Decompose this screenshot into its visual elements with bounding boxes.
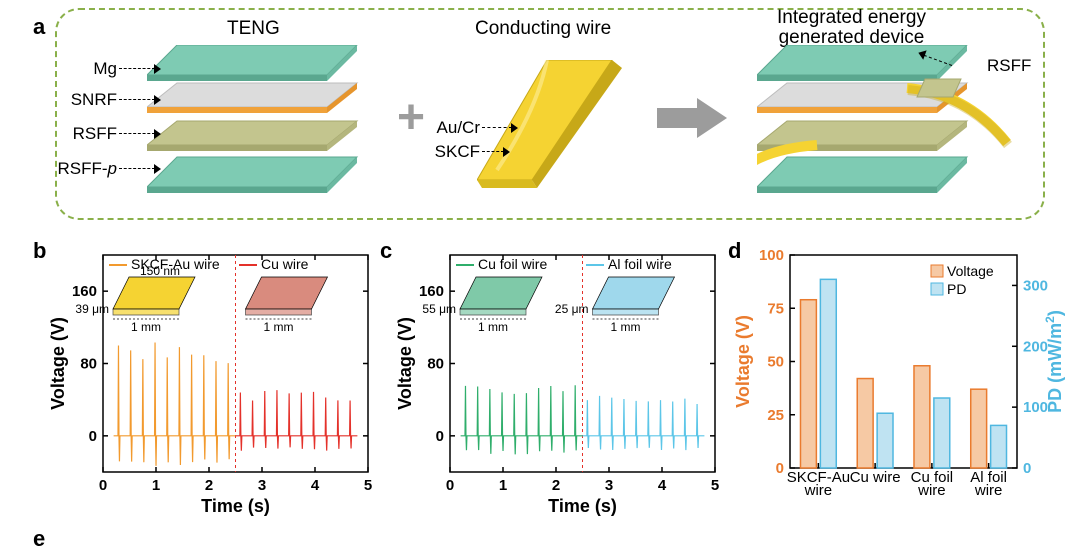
- svg-text:2: 2: [205, 477, 213, 494]
- svg-text:wire: wire: [804, 482, 833, 499]
- layer-rsffp: RSFF-p: [53, 159, 117, 179]
- chart-b: 080160012345Time (s)Voltage (V)SKCF-Au w…: [48, 245, 378, 520]
- panel-b-label: b: [33, 238, 46, 264]
- svg-text:1 mm: 1 mm: [611, 320, 641, 334]
- svg-text:PD: PD: [947, 281, 966, 297]
- svg-text:Voltage (V): Voltage (V): [735, 315, 753, 408]
- arrow-mg: [119, 68, 155, 69]
- chart-d: 02550751000100200300SKCF-AuwireCu wireCu…: [735, 245, 1075, 520]
- big-arrow-icon: [657, 98, 727, 143]
- svg-text:0: 0: [436, 428, 444, 445]
- panel-a-label: a: [33, 14, 45, 40]
- wire-title: Conducting wire: [475, 18, 611, 40]
- svg-text:150 nm: 150 nm: [140, 264, 180, 278]
- svg-text:75: 75: [767, 300, 784, 317]
- svg-text:5: 5: [364, 477, 372, 494]
- svg-text:Time (s): Time (s): [201, 496, 270, 516]
- svg-text:0: 0: [776, 460, 784, 477]
- panel-e-label: e: [33, 526, 45, 552]
- svg-text:5: 5: [711, 477, 719, 494]
- svg-text:1: 1: [499, 477, 507, 494]
- arrow-skcf: [482, 151, 504, 152]
- svg-text:4: 4: [311, 477, 320, 494]
- svg-text:100: 100: [759, 247, 784, 264]
- svg-text:2: 2: [552, 477, 560, 494]
- device-rsff-label: RSFF: [987, 56, 1035, 76]
- svg-text:3: 3: [258, 477, 266, 494]
- svg-text:Cu wire: Cu wire: [850, 469, 901, 486]
- svg-text:Cu wire: Cu wire: [261, 256, 309, 272]
- svg-text:0: 0: [99, 477, 107, 494]
- svg-text:PD (mW/m2): PD (mW/m2): [1043, 310, 1065, 413]
- svg-text:3: 3: [605, 477, 613, 494]
- svg-text:0: 0: [446, 477, 454, 494]
- conducting-wire: [477, 60, 637, 200]
- device-title: Integrated energy generated device: [777, 8, 926, 48]
- arrow-rsff: [119, 133, 155, 134]
- svg-text:1 mm: 1 mm: [131, 320, 161, 334]
- svg-text:4: 4: [658, 477, 667, 494]
- svg-text:25: 25: [767, 407, 784, 424]
- teng-stack: [147, 45, 387, 215]
- svg-text:1: 1: [152, 477, 160, 494]
- svg-text:39 μm: 39 μm: [75, 302, 109, 316]
- panel-c-label: c: [380, 238, 392, 264]
- svg-text:Al foil wire: Al foil wire: [608, 256, 672, 272]
- arrow-rsffp: [119, 168, 155, 169]
- svg-text:160: 160: [419, 283, 444, 300]
- svg-text:80: 80: [80, 356, 97, 373]
- svg-text:80: 80: [427, 356, 444, 373]
- wire-skcf: SKCF: [432, 142, 480, 162]
- panel-a-container: TENG Conducting wire Integrated energy g…: [55, 8, 1045, 220]
- chart-c: 0 80 160 0 1 2 3 4 5 Time (s) Voltage (V) Cu foil w…: [395, 245, 725, 520]
- svg-text:Voltage: Voltage: [947, 263, 994, 279]
- svg-text:Time (s): Time (s): [548, 496, 617, 516]
- arrow-aucr: [482, 127, 512, 128]
- layer-snrf: SNRF: [67, 90, 117, 110]
- teng-title: TENG: [227, 18, 280, 40]
- svg-text:1 mm: 1 mm: [264, 320, 294, 334]
- svg-text:55 μm: 55 μm: [422, 302, 456, 316]
- svg-text:160: 160: [72, 283, 97, 300]
- wire-aucr: Au/Cr: [432, 118, 480, 138]
- plus-icon: +: [397, 90, 425, 145]
- svg-text:1 mm: 1 mm: [478, 320, 508, 334]
- svg-text:Voltage (V): Voltage (V): [395, 317, 415, 410]
- svg-text:wire: wire: [974, 482, 1003, 499]
- svg-text:Cu foil wire: Cu foil wire: [478, 256, 547, 272]
- svg-text:0: 0: [89, 428, 97, 445]
- layer-mg: Mg: [67, 59, 117, 79]
- svg-text:25 μm: 25 μm: [555, 302, 589, 316]
- svg-text:0: 0: [1023, 460, 1031, 477]
- svg-text:50: 50: [767, 354, 784, 371]
- svg-text:300: 300: [1023, 277, 1048, 294]
- svg-text:wire: wire: [917, 482, 946, 499]
- svg-text:Voltage (V): Voltage (V): [48, 317, 68, 410]
- layer-rsff: RSFF: [67, 124, 117, 144]
- arrow-snrf: [119, 99, 155, 100]
